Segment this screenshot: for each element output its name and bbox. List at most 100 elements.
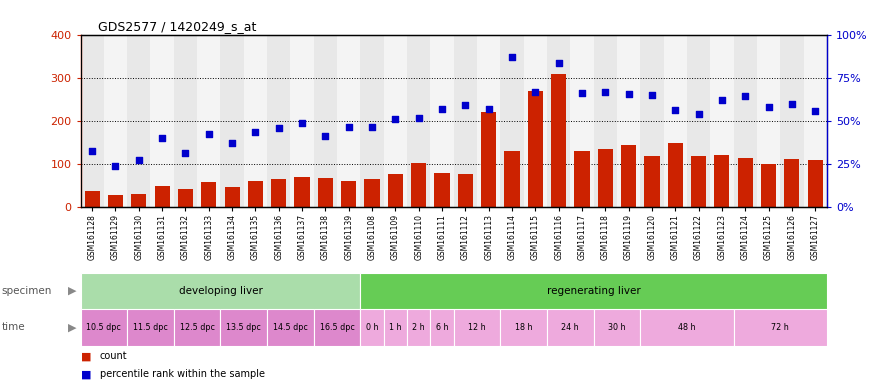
Point	[621, 91, 635, 97]
Bar	[435, 173, 450, 207]
Bar	[784, 159, 800, 207]
Bar	[691, 156, 706, 207]
Bar	[248, 180, 263, 207]
Bar	[570, 35, 593, 207]
Bar	[384, 35, 407, 207]
Bar	[430, 309, 454, 346]
Point	[435, 106, 449, 112]
Bar	[225, 187, 240, 207]
Bar	[80, 273, 360, 309]
Text: 14.5 dpc: 14.5 dpc	[273, 323, 308, 332]
Point	[808, 108, 822, 114]
Point	[108, 163, 123, 169]
Bar	[593, 35, 617, 207]
Point	[575, 90, 589, 96]
Point	[668, 107, 682, 113]
Point	[365, 124, 379, 131]
Point	[155, 135, 169, 141]
Bar	[150, 35, 174, 207]
Bar	[500, 35, 523, 207]
Bar	[761, 164, 776, 207]
Bar	[155, 186, 170, 207]
Text: 1 h: 1 h	[389, 323, 402, 332]
Text: 11.5 dpc: 11.5 dpc	[133, 323, 168, 332]
Text: 48 h: 48 h	[678, 323, 696, 332]
Bar	[593, 309, 640, 346]
Bar	[640, 309, 733, 346]
Point	[225, 139, 239, 146]
Bar	[757, 35, 780, 207]
Text: 18 h: 18 h	[514, 323, 532, 332]
Bar	[295, 177, 310, 207]
Bar	[337, 35, 360, 207]
Bar	[598, 149, 612, 207]
Point	[551, 60, 565, 66]
Bar	[178, 189, 193, 207]
Text: ▶: ▶	[67, 322, 76, 333]
Text: 13.5 dpc: 13.5 dpc	[227, 323, 262, 332]
Bar	[547, 35, 570, 207]
Text: 2 h: 2 h	[412, 323, 425, 332]
Point	[295, 120, 309, 126]
Bar	[384, 309, 407, 346]
Bar	[454, 35, 477, 207]
Text: 10.5 dpc: 10.5 dpc	[87, 323, 122, 332]
Bar	[365, 179, 380, 207]
Bar	[318, 178, 333, 207]
Bar	[803, 35, 827, 207]
Point	[202, 131, 216, 137]
Bar	[271, 179, 286, 207]
Point	[342, 124, 356, 131]
Point	[248, 129, 262, 135]
Point	[785, 101, 799, 107]
Bar	[197, 35, 220, 207]
Point	[412, 114, 426, 121]
Text: developing liver: developing liver	[178, 286, 262, 296]
Bar	[738, 158, 752, 207]
Text: 12.5 dpc: 12.5 dpc	[179, 323, 214, 332]
Bar	[621, 145, 636, 207]
Point	[505, 54, 519, 60]
Bar	[663, 35, 687, 207]
Text: GDS2577 / 1420249_s_at: GDS2577 / 1420249_s_at	[98, 20, 256, 33]
Text: percentile rank within the sample: percentile rank within the sample	[100, 369, 265, 379]
Point	[272, 125, 286, 131]
Bar	[127, 35, 150, 207]
Text: ■: ■	[80, 351, 91, 361]
Point	[318, 133, 332, 139]
Text: ▶: ▶	[67, 286, 76, 296]
Bar	[687, 35, 710, 207]
Bar	[547, 309, 593, 346]
Text: ■: ■	[80, 369, 91, 379]
Bar	[388, 174, 403, 207]
Bar	[314, 35, 337, 207]
Text: 72 h: 72 h	[772, 323, 789, 332]
Bar	[411, 163, 426, 207]
Bar	[454, 309, 500, 346]
Bar	[80, 35, 104, 207]
Bar	[108, 195, 123, 207]
Text: 0 h: 0 h	[366, 323, 378, 332]
Bar	[267, 309, 314, 346]
Bar	[341, 181, 356, 207]
Bar	[85, 191, 100, 207]
Bar	[174, 35, 197, 207]
Bar	[477, 35, 500, 207]
Text: time: time	[2, 322, 25, 333]
Bar	[360, 35, 384, 207]
Bar	[201, 182, 216, 207]
Point	[85, 148, 99, 154]
Bar	[733, 309, 827, 346]
Bar	[617, 35, 640, 207]
Text: count: count	[100, 351, 128, 361]
Bar	[780, 35, 803, 207]
Bar	[644, 156, 660, 207]
Bar	[714, 155, 730, 207]
Point	[761, 104, 775, 110]
Bar	[290, 35, 314, 207]
Bar	[244, 35, 267, 207]
Bar	[407, 309, 430, 346]
Bar	[574, 151, 590, 207]
Bar	[481, 112, 496, 207]
Bar	[80, 309, 127, 346]
